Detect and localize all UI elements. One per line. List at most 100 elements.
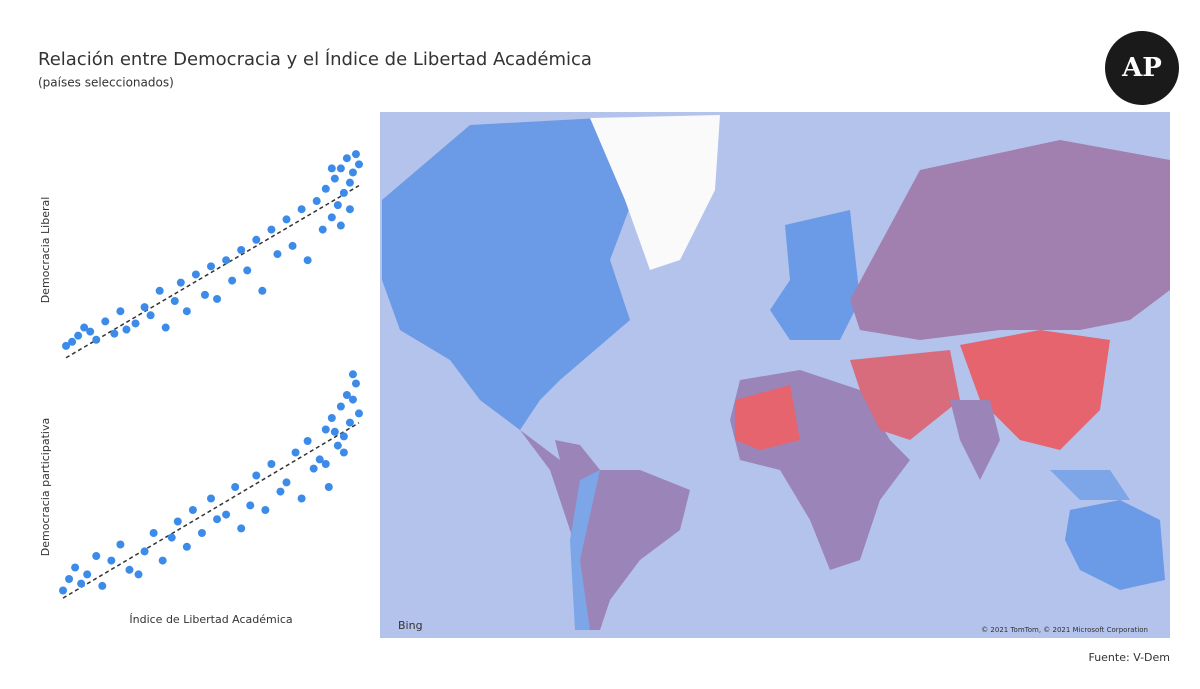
point [333,441,342,450]
map: Bing © 2021 TomTom, © 2021 Microsoft Cor… [380,112,1170,638]
point [303,256,312,265]
point [80,323,89,332]
australia [1065,500,1165,590]
point [351,379,360,388]
point [348,395,357,404]
point [92,335,101,344]
point [336,402,345,411]
point [258,286,267,295]
point [107,556,116,565]
point [252,235,261,244]
point [98,581,107,590]
point [348,168,357,177]
point [252,471,261,480]
point [62,341,71,350]
point [297,494,306,503]
point [170,297,179,305]
point [354,409,363,418]
chile-argentina [570,470,600,630]
point [321,184,330,193]
trendline [65,184,360,359]
point [222,510,231,519]
point [131,319,140,328]
point [330,174,339,183]
point [213,294,222,303]
india [950,400,1000,480]
point [146,311,155,320]
china [960,330,1110,450]
point [134,570,143,579]
point [342,391,351,399]
point [309,464,318,473]
point [200,290,209,299]
source: Fuente: V-Dem [1088,651,1170,664]
logo-circle [1105,31,1179,105]
russia [850,140,1170,340]
point [228,276,237,285]
point [327,414,336,422]
point [339,448,348,457]
point [282,215,291,224]
point [261,506,270,514]
point [116,307,125,316]
south-america [520,430,690,630]
point [173,517,182,526]
point [140,303,149,312]
point [336,164,345,173]
point [161,323,170,332]
point [237,246,246,254]
point [345,205,354,214]
point [342,154,351,163]
point [267,460,276,468]
middle-east [850,350,960,440]
point [125,565,134,574]
indonesia [1050,470,1130,500]
point [207,494,215,503]
point [291,448,300,457]
map-attribution: Bing [398,619,423,632]
point [327,213,336,222]
point [318,225,327,234]
point [65,575,74,583]
point [101,317,110,326]
point [351,150,360,159]
point [155,286,164,295]
point [273,250,282,259]
point [237,524,246,533]
point [71,563,80,572]
point [276,487,285,496]
point [207,262,215,271]
trendline [62,422,360,599]
point [231,483,240,491]
point [330,427,339,436]
point [354,160,363,169]
point [345,178,354,187]
point [297,205,306,214]
title: Relación entre Democracia y el Índice de… [38,48,592,70]
point [345,418,354,427]
point [167,533,176,542]
y-axis-label: Democracia Liberal [39,197,52,304]
point [77,579,86,588]
point [158,556,167,565]
point [122,325,131,334]
point [303,437,312,445]
point [321,425,330,434]
point [243,266,252,275]
point [348,370,357,379]
point [182,307,191,316]
point [288,241,297,250]
point [140,547,149,556]
point [339,432,348,441]
point [110,329,119,338]
point [182,542,191,551]
point [267,225,276,234]
point [282,478,291,487]
greenland [590,115,720,270]
point [222,256,231,265]
point [321,460,330,468]
point [74,331,83,340]
point [149,529,158,537]
point [197,529,206,537]
